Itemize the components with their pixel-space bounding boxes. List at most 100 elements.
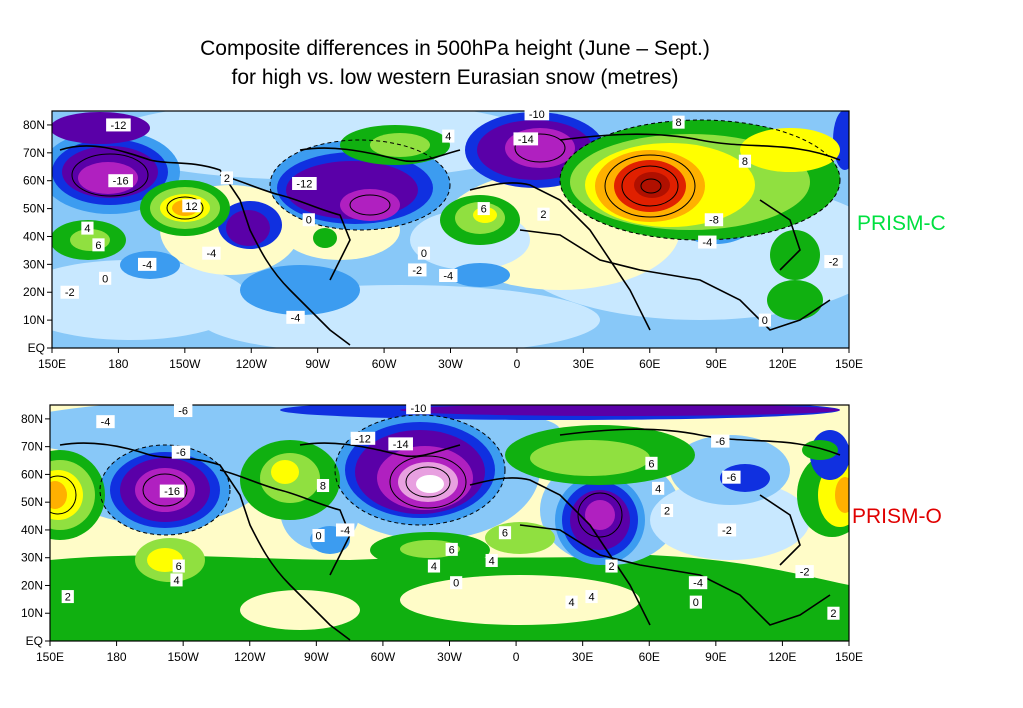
contour-label: -6 bbox=[171, 445, 191, 459]
contour-label: 0 bbox=[312, 528, 325, 542]
contour-label: -8 bbox=[704, 213, 724, 227]
coastlines-o bbox=[59, 428, 841, 641]
lon-tick-label: 90W bbox=[304, 650, 329, 664]
contour-label: 8 bbox=[316, 479, 330, 493]
contour-label-text: -12 bbox=[355, 433, 371, 445]
contour-label-box bbox=[758, 313, 771, 327]
contour-label-box bbox=[652, 481, 665, 495]
contour-label: 4 bbox=[585, 590, 598, 604]
contour-label: -2 bbox=[824, 255, 843, 269]
lon-tick-label: 120W bbox=[234, 650, 266, 664]
contour-label: -6 bbox=[173, 404, 193, 418]
contour-label-text: 4 bbox=[445, 131, 451, 143]
contour-label-text: 8 bbox=[675, 117, 681, 129]
contour-label-text: -4 bbox=[443, 271, 453, 283]
contour-label-box bbox=[537, 207, 550, 221]
contour-label: 6 bbox=[645, 456, 658, 470]
lat-tick-label: 20N bbox=[21, 578, 43, 592]
contour-label-box bbox=[689, 595, 702, 609]
contour-label-box bbox=[827, 606, 840, 620]
coastlines-c bbox=[59, 133, 841, 346]
lon-tick-label: 30W bbox=[437, 650, 462, 664]
lat-tick-label: 70N bbox=[21, 440, 43, 454]
contour-label: -4 bbox=[202, 246, 221, 260]
lat-tick-label: 50N bbox=[23, 202, 45, 216]
contour-label-text: -4 bbox=[693, 578, 703, 590]
contour-label-box bbox=[106, 118, 131, 132]
contour-label: 2 bbox=[660, 504, 674, 518]
prism-o-label: PRISM-O bbox=[852, 505, 942, 528]
contour-label: -2 bbox=[717, 523, 737, 537]
lon-tick-label: 150E bbox=[835, 357, 863, 371]
lat-tick-label: 80N bbox=[21, 412, 43, 426]
contour-label: 0 bbox=[99, 271, 112, 285]
contour-label-text: -4 bbox=[207, 248, 217, 260]
lon-tick-label: 120E bbox=[768, 650, 796, 664]
contour-label-box bbox=[824, 255, 843, 269]
contour-label-box bbox=[477, 202, 490, 216]
contour-label-text: 0 bbox=[762, 315, 768, 327]
contour-label-text: 6 bbox=[648, 458, 654, 470]
contour-label-text: -14 bbox=[518, 134, 534, 146]
contour-label-text: 0 bbox=[315, 530, 321, 542]
contour-label-text: -2 bbox=[65, 287, 75, 299]
contour-label-text: -4 bbox=[340, 525, 350, 537]
contour-label-text: -14 bbox=[393, 439, 409, 451]
lat-tick-label: 50N bbox=[21, 495, 43, 509]
contour-label: 4 bbox=[427, 559, 441, 573]
contour-label: 6 bbox=[445, 542, 458, 556]
lat-tick-label: EQ bbox=[28, 341, 45, 355]
lat-tick-label: 30N bbox=[23, 257, 45, 271]
contour-label-box bbox=[61, 590, 74, 604]
contour-label-text: 2 bbox=[664, 506, 670, 518]
contour-label-text: -12 bbox=[110, 120, 126, 132]
contour-label-text: -6 bbox=[726, 472, 736, 484]
contour-label: -4 bbox=[335, 523, 355, 537]
contour-label-text: 0 bbox=[693, 597, 699, 609]
lat-tick-label: 10N bbox=[23, 313, 45, 327]
contour-label-text: 6 bbox=[502, 528, 508, 540]
contour-label-text: -10 bbox=[529, 109, 545, 121]
contour-label-text: 4 bbox=[173, 575, 179, 587]
contour-label-box bbox=[717, 523, 737, 537]
contour-label: -12 bbox=[106, 118, 131, 132]
contour-label: -4 bbox=[439, 269, 458, 283]
contour-label-text: -4 bbox=[142, 259, 152, 271]
lon-tick-label: 180 bbox=[107, 650, 127, 664]
contour-label-text: 4 bbox=[588, 592, 594, 604]
contour-label-text: -4 bbox=[291, 312, 301, 324]
contour-label-box bbox=[92, 238, 105, 252]
contour-label-box bbox=[450, 576, 463, 590]
lon-tick-label: 90W bbox=[305, 357, 330, 371]
contour-label-text: -6 bbox=[176, 447, 186, 459]
contour-label: 2 bbox=[827, 606, 840, 620]
contour-label-box bbox=[439, 269, 458, 283]
lat-tick-label: 40N bbox=[21, 523, 43, 537]
contour-label-box bbox=[513, 132, 539, 146]
contour-label-box bbox=[316, 479, 330, 493]
lon-tick-label: 30W bbox=[438, 357, 463, 371]
contour-label-box bbox=[108, 174, 133, 188]
lon-tick-label: 150W bbox=[167, 650, 199, 664]
lat-ticks-o: 80N 70N 60N 50N 40N 30N 20N 10N EQ bbox=[21, 412, 50, 648]
lat-tick-label: 70N bbox=[23, 146, 45, 160]
contour-label-text: -16 bbox=[164, 486, 180, 498]
lon-ticks-o: 150E 180 150W 120W 90W 60W 30W 0 30E 60E 90E 120E 15… bbox=[36, 641, 863, 664]
contour-label-box bbox=[350, 431, 376, 445]
lon-tick-label: 60E bbox=[639, 357, 660, 371]
contour-label-text: 6 bbox=[481, 204, 487, 216]
contour-label: 6 bbox=[477, 202, 490, 216]
contour-label-text: -8 bbox=[709, 215, 719, 227]
contour-label-text: 6 bbox=[176, 561, 182, 573]
contour-label: 8 bbox=[738, 154, 752, 168]
lon-tick-label: 0 bbox=[513, 650, 520, 664]
contour-label-box bbox=[406, 401, 431, 415]
contour-label: -6 bbox=[711, 434, 730, 448]
contour-label-box bbox=[672, 115, 685, 129]
contour-label-text: -2 bbox=[722, 525, 732, 537]
contour-label-text: 2 bbox=[830, 608, 836, 620]
prism-c-label: PRISM-C bbox=[857, 212, 946, 235]
contour-label: -16 bbox=[159, 484, 185, 498]
contour-label-text: -16 bbox=[113, 176, 129, 188]
